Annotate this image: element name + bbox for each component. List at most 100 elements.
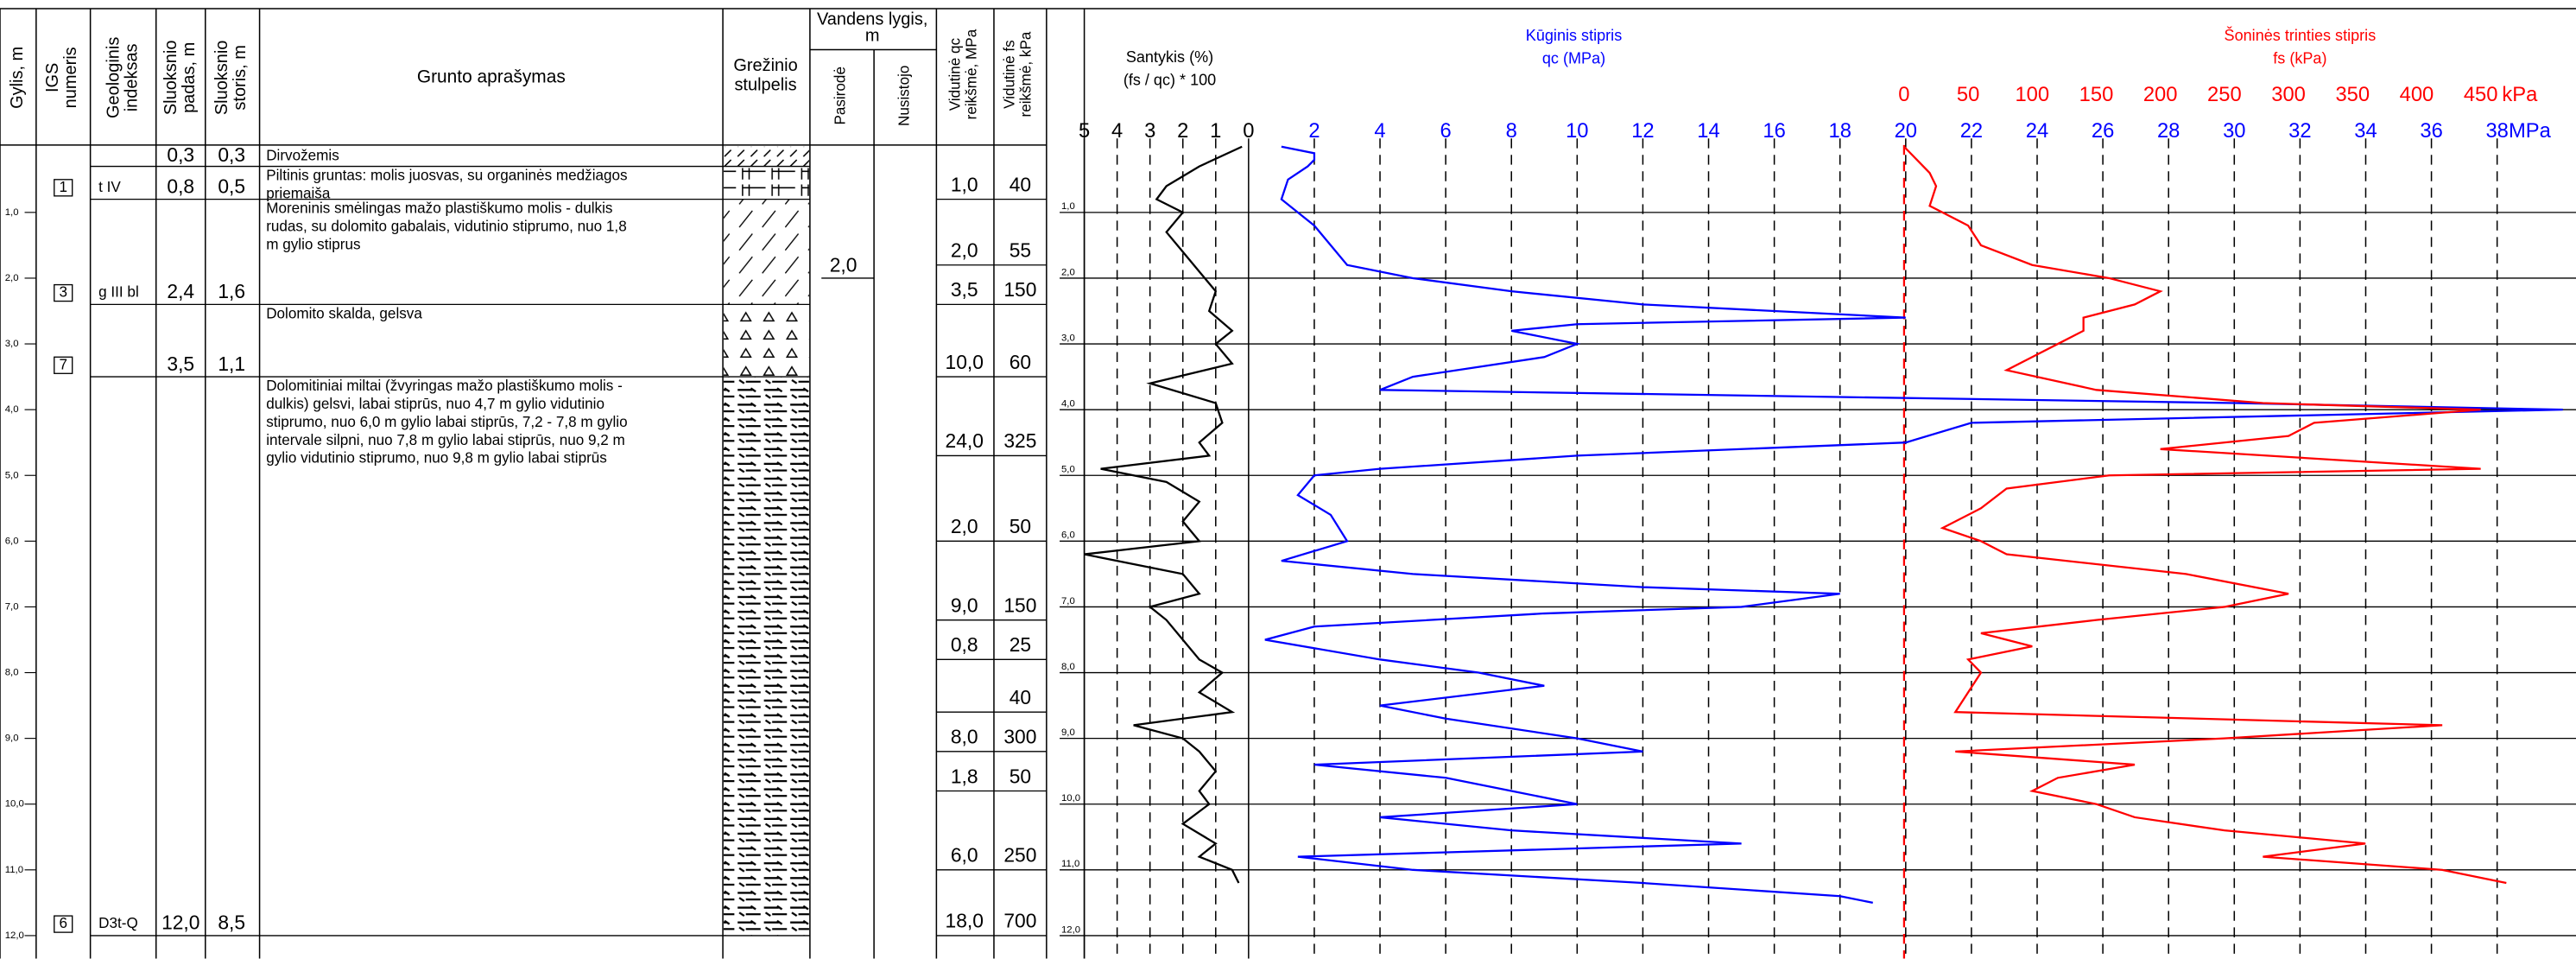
average-fs: 25 bbox=[1010, 633, 1031, 656]
qc-tick-label: 6 bbox=[1440, 119, 1452, 143]
layer-description: Dirvožemis bbox=[266, 148, 339, 164]
ratio-tick-label: 3 bbox=[1144, 119, 1155, 143]
depth-label: 10,0 bbox=[1061, 793, 1080, 803]
fs-curve bbox=[1903, 145, 2507, 885]
axis-title: fs (kPa) bbox=[2273, 50, 2326, 67]
average-qc: 0,8 bbox=[951, 633, 978, 656]
average-fs: 60 bbox=[1010, 351, 1031, 373]
qc-curve bbox=[1264, 145, 2563, 904]
igs-number: 1 bbox=[59, 179, 67, 195]
lithology-column bbox=[724, 304, 809, 378]
layer-bottom: 12,0 bbox=[161, 911, 199, 934]
depth-label: 5,0 bbox=[1061, 465, 1075, 475]
average-qc: 1,8 bbox=[951, 765, 978, 787]
fs-tick-label: 450 bbox=[2464, 83, 2498, 106]
layer-description: intervale silpni, nuo 7,8 m gylio labai … bbox=[266, 432, 625, 448]
average-qc: 6,0 bbox=[951, 844, 978, 867]
average-qc: 10,0 bbox=[946, 351, 984, 373]
igs-number: 6 bbox=[59, 915, 67, 931]
fs-tick-label: 250 bbox=[2207, 83, 2242, 106]
column-header: storis, m bbox=[231, 45, 250, 110]
layer-description: Moreninis smėlingas mažo plastiškumo mol… bbox=[266, 200, 612, 217]
igs-number: 3 bbox=[59, 284, 67, 301]
column-header: Vidutinė fs bbox=[1002, 40, 1018, 109]
average-qc: 9,0 bbox=[951, 594, 978, 616]
average-qc: 2,0 bbox=[951, 515, 978, 537]
column-header: m bbox=[865, 27, 880, 46]
average-fs: 325 bbox=[1003, 429, 1036, 452]
fs-tick-label: 200 bbox=[2143, 83, 2178, 106]
depth-label: 1,0 bbox=[1061, 201, 1075, 212]
average-fs: 150 bbox=[1003, 594, 1036, 616]
fs-tick-label: 100 bbox=[2015, 83, 2049, 106]
column-header: Pasirodė bbox=[832, 67, 849, 125]
ratio-tick-label: 4 bbox=[1111, 119, 1123, 143]
average-qc: 18,0 bbox=[946, 910, 984, 932]
axis-title: Šoninės trinties stipris bbox=[2225, 26, 2377, 44]
column-header: Sluoksnio bbox=[161, 41, 180, 116]
column-header: Vandens lygis, bbox=[817, 10, 927, 29]
lithology-column bbox=[724, 166, 809, 200]
average-qc: 1,0 bbox=[951, 173, 978, 195]
layer-thickness: 8,5 bbox=[218, 911, 245, 934]
column-header: numeris bbox=[61, 47, 80, 108]
column-header: stulpelis bbox=[734, 76, 796, 95]
geological-index: D3t-Q bbox=[98, 915, 138, 931]
ratio-tick-label: 1 bbox=[1210, 119, 1221, 143]
axis-title: Kūginis stipris bbox=[1526, 27, 1622, 44]
column-header: indeksas bbox=[122, 43, 141, 111]
column-header: Nusistojo bbox=[896, 66, 913, 126]
average-fs: 250 bbox=[1003, 844, 1036, 867]
qc-tick-label: 8 bbox=[1506, 119, 1517, 143]
average-fs: 50 bbox=[1010, 515, 1031, 537]
depth-label: 8,0 bbox=[5, 668, 19, 678]
ratio-tick-label: 2 bbox=[1177, 119, 1188, 143]
depth-label: 5,0 bbox=[5, 470, 19, 480]
depth-label: 1,0 bbox=[5, 207, 19, 218]
depth-label: 9,0 bbox=[5, 734, 19, 744]
column-header: Gylis, m bbox=[8, 47, 27, 109]
layer-bottom: 0,3 bbox=[167, 143, 194, 166]
layer-thickness: 0,3 bbox=[218, 143, 245, 166]
axis-title: qc (MPa) bbox=[1542, 50, 1605, 67]
fs-tick-label: 300 bbox=[2271, 83, 2306, 106]
average-qc: 8,0 bbox=[951, 726, 978, 748]
fs-tick-label: 350 bbox=[2335, 83, 2370, 106]
average-fs: 300 bbox=[1003, 726, 1036, 748]
column-header: Grunto aprašymas bbox=[417, 67, 566, 86]
igs-box bbox=[54, 179, 73, 197]
depth-label: 2,0 bbox=[5, 273, 19, 283]
average-fs: 40 bbox=[1010, 686, 1031, 708]
column-header: padas, m bbox=[180, 42, 199, 113]
column-header: Sluoksnio bbox=[212, 41, 231, 116]
layer-bottom: 2,4 bbox=[167, 280, 194, 302]
depth-label: 6,0 bbox=[1061, 530, 1075, 541]
layer-thickness: 0,5 bbox=[218, 175, 245, 197]
average-fs: 700 bbox=[1003, 910, 1036, 932]
fs-tick-label: 150 bbox=[2079, 83, 2114, 106]
depth-label: 12,0 bbox=[5, 930, 24, 941]
depth-label: 3,0 bbox=[5, 339, 19, 349]
depth-label: 11,0 bbox=[1061, 859, 1079, 869]
depth-label: 3,0 bbox=[1061, 333, 1075, 343]
qc-tick-label: 4 bbox=[1374, 119, 1385, 143]
fs-tick-label: 400 bbox=[2400, 83, 2434, 106]
average-fs: 50 bbox=[1010, 765, 1031, 787]
layer-description: Piltinis gruntas: molis juosvas, su orga… bbox=[266, 168, 627, 184]
table-frame bbox=[0, 8, 2576, 959]
fs-tick-label: 0 bbox=[1898, 83, 1909, 106]
fs-tick-label: 50 bbox=[1957, 83, 1979, 106]
qc-unit: MPa bbox=[2509, 119, 2552, 143]
column-header: Vidutinė qc bbox=[947, 37, 964, 111]
column-header: Geologinis bbox=[104, 37, 123, 118]
depth-label: 12,0 bbox=[1061, 924, 1080, 935]
water-level: 2,0 bbox=[830, 254, 858, 276]
depth-label: 6,0 bbox=[5, 536, 19, 546]
average-fs: 40 bbox=[1010, 173, 1031, 195]
lithology-column bbox=[724, 146, 809, 167]
ratio-tick-label: 5 bbox=[1079, 119, 1090, 143]
igs-box bbox=[54, 356, 73, 374]
depth-label: 11,0 bbox=[5, 865, 23, 875]
